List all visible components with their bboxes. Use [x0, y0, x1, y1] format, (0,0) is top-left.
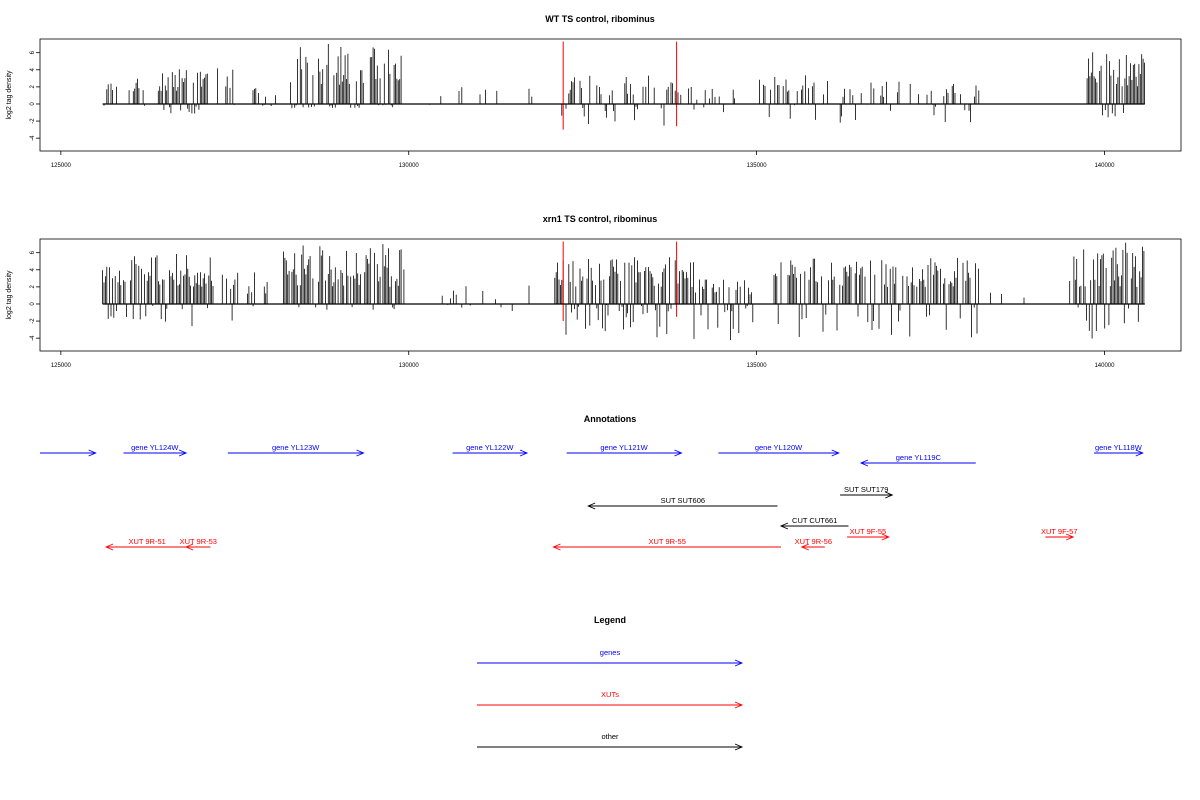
xrn1-coverage-panel: xrn1 TS control, ribominus -4 -2 0 2 4 6 log2 t… [6, 214, 1182, 369]
feature-arrow [847, 533, 890, 541]
y-tick-label: 0 [30, 302, 36, 306]
y-tick-label: 2 [30, 285, 36, 289]
feature-label: XUT 9R-55 [649, 537, 686, 546]
chart-title: xrn1 TS control, ribominus [543, 214, 658, 224]
legend-arrow [477, 659, 744, 667]
y-tick-label: -2 [30, 118, 36, 124]
chart-title: WT TS control, ribominus [545, 14, 655, 24]
coverage-bars [103, 44, 1145, 126]
feature-arrow [840, 491, 894, 499]
y-tick-label: 4 [30, 67, 36, 71]
feature-label: SUT SUT179 [844, 485, 888, 494]
feature-arrow [800, 543, 825, 551]
feature-label: gene YL120W [755, 443, 803, 452]
x-tick-label: 135000 [747, 163, 768, 169]
plot-frame [39, 238, 1182, 352]
feature-label: XUT 9R-53 [180, 537, 217, 546]
feature-arrow [859, 459, 976, 467]
legend-title: Legend [594, 615, 626, 625]
y-tick-label: 0 [30, 102, 36, 106]
x-tick-label: 125000 [51, 363, 72, 369]
y-tick-label: -4 [30, 135, 36, 141]
y-axis-label: log2 tag density [6, 70, 13, 120]
feature-arrow [104, 543, 189, 551]
feature-arrow [123, 449, 188, 457]
feature-arrow [1094, 449, 1144, 457]
feature-arrow [779, 522, 849, 530]
feature-label: gene YL119C [896, 453, 942, 462]
feature-label: gene YL123W [272, 443, 320, 452]
legend-label: other [601, 732, 619, 741]
x-tick-label: 135000 [747, 363, 768, 369]
x-tick-label: 130000 [399, 163, 420, 169]
feature-label: gene YL124W [131, 443, 179, 452]
feature-label: gene YL118W [1095, 443, 1143, 452]
feature-arrow [718, 449, 840, 457]
coverage-bars [102, 242, 1145, 341]
annotations-panel: Annotations gene YL124W gene YL123W gene YL… [40, 414, 1144, 551]
feature-arrow [552, 543, 781, 551]
x-tick-label: 140000 [1094, 163, 1115, 169]
feature-label: XUT 9R-56 [795, 537, 832, 546]
y-tick-label: 4 [30, 267, 36, 271]
feature-arrow [184, 543, 211, 551]
y-axis-label: log2 tag density [6, 270, 13, 320]
feature-label: XUT 9F-57 [1041, 527, 1078, 536]
feature-arrow [587, 502, 778, 510]
feature-arrow [227, 449, 365, 457]
wt-coverage-panel: WT TS control, ribominus -4 -2 0 2 4 6 log2 tag… [6, 14, 1182, 169]
legend-label: XUTs [601, 690, 619, 699]
y-tick-label: -4 [30, 335, 36, 341]
x-tick-label: 130000 [399, 363, 420, 369]
feature-label: gene YL121W [600, 443, 648, 452]
feature-arrow [452, 449, 529, 457]
plot-frame [39, 38, 1182, 152]
y-tick-label: -2 [30, 318, 36, 324]
legend-arrow [477, 701, 744, 709]
x-tick-label: 140000 [1094, 363, 1115, 369]
annotations-title: Annotations [584, 414, 637, 424]
feature-arrow [40, 449, 97, 457]
feature-arrow [566, 449, 683, 457]
feature-label: XUT 9F-55 [850, 527, 887, 536]
y-tick-label: 6 [30, 250, 36, 254]
feature-label: gene YL122W [466, 443, 514, 452]
feature-arrow [1045, 533, 1075, 541]
legend-arrow [477, 743, 744, 751]
feature-label: XUT 9R-51 [128, 537, 165, 546]
y-tick-label: 6 [30, 50, 36, 54]
legend-label: genes [600, 648, 621, 657]
x-tick-label: 125000 [51, 163, 72, 169]
legend-panel: Legend genes XUTs other [477, 615, 744, 751]
feature-label: SUT SUT606 [661, 496, 705, 505]
y-tick-label: 2 [30, 85, 36, 89]
feature-label: CUT CUT661 [792, 516, 837, 525]
